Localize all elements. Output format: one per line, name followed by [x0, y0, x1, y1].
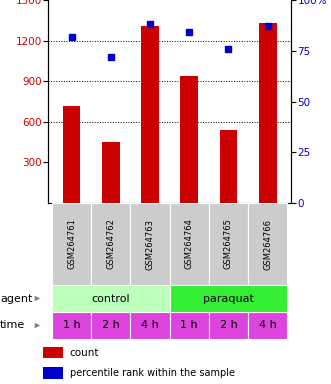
Text: control: control [91, 293, 130, 303]
Bar [170, 312, 209, 339]
Text: agent: agent [0, 293, 32, 303]
Bar [63, 106, 80, 203]
Text: 2 h: 2 h [220, 321, 237, 331]
Text: 4 h: 4 h [259, 321, 277, 331]
Text: 1 h: 1 h [63, 321, 80, 331]
Text: 1 h: 1 h [180, 321, 198, 331]
Bar [91, 312, 130, 339]
Text: paraquat: paraquat [203, 293, 254, 303]
Bar [52, 203, 91, 285]
Text: 2 h: 2 h [102, 321, 119, 331]
Text: GSM264765: GSM264765 [224, 218, 233, 270]
Bar [220, 130, 237, 203]
Bar [141, 26, 159, 203]
Text: GSM264766: GSM264766 [263, 218, 272, 270]
Bar [102, 142, 119, 203]
Bar [248, 203, 287, 285]
Text: percentile rank within the sample: percentile rank within the sample [70, 368, 234, 378]
Bar [259, 23, 277, 203]
Bar [209, 203, 248, 285]
Text: 4 h: 4 h [141, 321, 159, 331]
Text: GSM264761: GSM264761 [67, 218, 76, 270]
Bar [180, 76, 198, 203]
Bar [52, 285, 170, 312]
Bar [170, 285, 287, 312]
Text: GSM264764: GSM264764 [185, 218, 194, 270]
Bar [130, 312, 170, 339]
Bar [209, 312, 248, 339]
Bar [130, 203, 170, 285]
Bar [52, 312, 91, 339]
Bar [43, 347, 63, 358]
Bar [91, 203, 130, 285]
Text: GSM264763: GSM264763 [146, 218, 155, 270]
Bar [43, 367, 63, 379]
Text: count: count [70, 348, 99, 358]
Text: time: time [0, 321, 25, 331]
Text: GSM264762: GSM264762 [106, 218, 115, 270]
Bar [248, 312, 287, 339]
Bar [170, 203, 209, 285]
